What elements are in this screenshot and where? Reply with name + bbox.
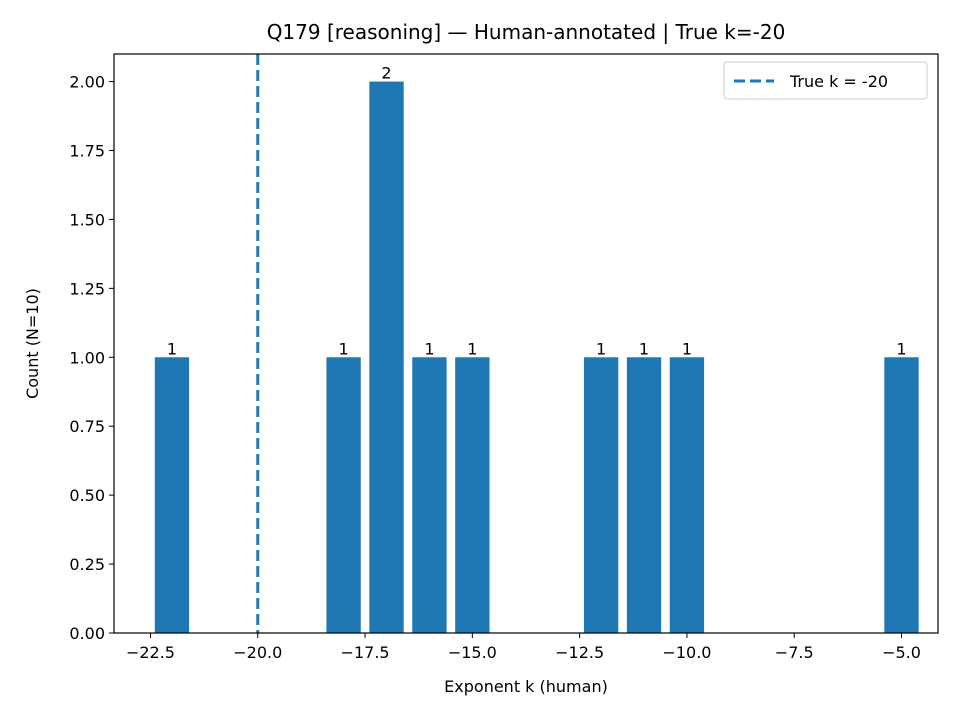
y-axis-ticks: 0.00 0.25 0.50 0.75 1.00 1.25 1.50 1.75 2.00 bbox=[69, 73, 114, 643]
x-tick-label: −20.0 bbox=[233, 643, 282, 662]
bar-value-label: 1 bbox=[682, 339, 692, 358]
x-tick-label: −17.5 bbox=[341, 643, 390, 662]
y-tick-label: 0.25 bbox=[69, 555, 105, 574]
bar-value-label: 1 bbox=[467, 339, 477, 358]
y-tick-label: 0.50 bbox=[69, 486, 105, 505]
legend-label: True k = -20 bbox=[789, 72, 888, 91]
bar-value-label: 1 bbox=[424, 339, 434, 358]
bar-value-label: 2 bbox=[381, 64, 391, 83]
legend: True k = -20 bbox=[723, 61, 928, 100]
bar bbox=[326, 357, 361, 633]
bar bbox=[583, 357, 619, 633]
x-tick-label: −10.0 bbox=[662, 643, 711, 662]
y-tick-label: 1.25 bbox=[69, 279, 105, 298]
x-axis-ticks: −22.5 −20.0 −17.5 −15.0 −12.5 −10.0 −7.5 −5.0 bbox=[126, 633, 921, 662]
x-axis-label: Exponent k (human) bbox=[444, 677, 608, 696]
plot-frame bbox=[113, 53, 939, 634]
legend-box bbox=[723, 61, 928, 100]
bar-value-label: 1 bbox=[596, 339, 606, 358]
y-tick-label: 0.75 bbox=[69, 417, 105, 436]
y-tick-label: 0.00 bbox=[69, 624, 105, 643]
y-tick-label: 1.75 bbox=[69, 142, 105, 161]
bar bbox=[154, 357, 190, 633]
bar bbox=[412, 357, 447, 633]
chart-title: Q179 [reasoning] — Human-annotated | Tru… bbox=[267, 20, 786, 44]
x-tick-label: −12.5 bbox=[555, 643, 604, 662]
bars-layer: 1 1 2 1 1 1 1 1 1 bbox=[154, 64, 919, 634]
x-tick-label: −22.5 bbox=[126, 643, 175, 662]
bar-value-label: 1 bbox=[639, 339, 649, 358]
bar bbox=[669, 357, 705, 633]
x-tick-label: −15.0 bbox=[448, 643, 497, 662]
bar bbox=[455, 357, 490, 633]
bar bbox=[369, 81, 404, 634]
y-tick-label: 1.50 bbox=[69, 210, 105, 229]
bar bbox=[626, 357, 662, 633]
x-tick-label: −5.0 bbox=[882, 643, 921, 662]
bar-value-label: 1 bbox=[167, 339, 177, 358]
bar bbox=[884, 357, 919, 633]
y-tick-label: 2.00 bbox=[69, 73, 105, 92]
x-tick-label: −7.5 bbox=[775, 643, 814, 662]
bar-value-label: 1 bbox=[339, 339, 349, 358]
bar-value-label: 1 bbox=[896, 339, 906, 358]
y-tick-label: 1.00 bbox=[69, 348, 105, 367]
y-axis-label: Count (N=10) bbox=[23, 288, 42, 399]
